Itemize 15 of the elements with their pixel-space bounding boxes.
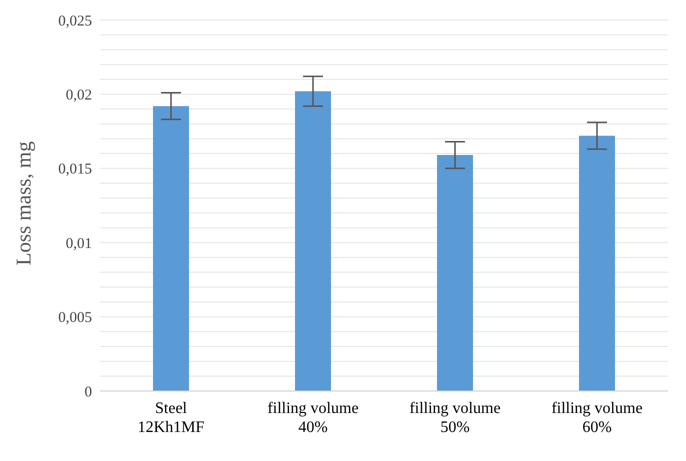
y-tick-label: 0,01 [66,236,92,252]
y-axis-title: Loss mass, mg [11,140,36,266]
y-tick-label: 0 [84,384,92,400]
y-tick-label: 0,005 [58,310,92,326]
x-tick-label: filling volume 60% [551,400,643,436]
bar [295,91,331,391]
y-tick-label: 0,015 [58,162,92,178]
bar [579,136,615,391]
x-tick-label: Steel 12Kh1MF [138,400,204,436]
bar [437,155,473,391]
x-tick-label: filling volume 40% [267,400,359,436]
y-tick-label: 0,02 [66,88,92,104]
y-tick-label: 0,025 [58,13,92,30]
x-tick-label: filling volume 50% [409,400,501,436]
bar [153,106,189,391]
